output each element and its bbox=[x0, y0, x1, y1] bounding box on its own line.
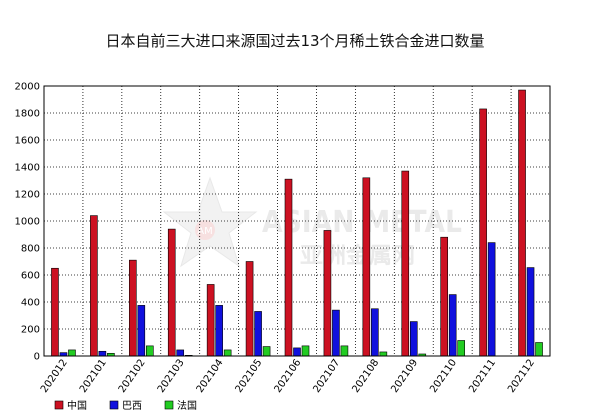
y-tick-label: 0 bbox=[34, 352, 40, 363]
x-tick-label: 202110 bbox=[428, 357, 459, 395]
bar-巴西-202102 bbox=[137, 305, 146, 357]
bar-中国-202110 bbox=[440, 236, 448, 357]
x-tick-label: 202108 bbox=[350, 357, 381, 395]
bar-中国-202101 bbox=[90, 215, 98, 357]
y-tick-label: 1200 bbox=[15, 190, 40, 201]
bar-巴西-202107 bbox=[332, 309, 340, 357]
y-tick-label: 2000 bbox=[15, 82, 40, 93]
x-tick-label: 202109 bbox=[389, 357, 420, 395]
y-tick-label: 1000 bbox=[15, 217, 40, 228]
bar-法国-202106 bbox=[301, 345, 310, 357]
x-tick-label: 202104 bbox=[195, 357, 226, 395]
bar-中国-202103 bbox=[167, 228, 176, 357]
bar-法国-202108 bbox=[379, 351, 388, 357]
x-tick-label: 202101 bbox=[78, 357, 109, 395]
bar-巴西-202103 bbox=[176, 349, 185, 357]
legend-label: 法国 bbox=[177, 399, 197, 412]
grid bbox=[44, 85, 550, 356]
asian-metal-watermark: AM ASIAN METAL 亚洲金属网 bbox=[162, 176, 462, 269]
watermark-text-cn: 亚洲金属网 bbox=[300, 243, 415, 269]
bar-巴西-202112 bbox=[526, 267, 535, 357]
bar-巴西-202110 bbox=[448, 294, 457, 357]
chart-title: 日本自前三大进口来源国过去13个月稀土铁合金进口数量 bbox=[105, 32, 485, 50]
legend-swatch bbox=[164, 400, 174, 410]
bars bbox=[51, 89, 543, 357]
x-tick-label: 202012 bbox=[39, 357, 70, 395]
bar-法国-202112 bbox=[535, 342, 543, 357]
bar-中国-202105 bbox=[245, 261, 254, 357]
y-tick-label: 800 bbox=[21, 244, 40, 255]
x-tick-label: 202105 bbox=[234, 357, 265, 395]
bar-中国-202109 bbox=[401, 170, 410, 357]
bar-法国-202012 bbox=[68, 349, 76, 357]
bar-法国-202107 bbox=[340, 345, 349, 357]
bar-巴西-202108 bbox=[371, 308, 379, 357]
bar-法国-202110 bbox=[457, 340, 465, 357]
watermark-text-en: ASIAN METAL bbox=[262, 205, 462, 240]
legend-label: 巴西 bbox=[122, 400, 142, 412]
x-tick-label: 202107 bbox=[311, 357, 342, 395]
bar-法国-202104 bbox=[223, 349, 232, 357]
x-tick-label: 202111 bbox=[467, 357, 498, 395]
watermark-badge-text: AM bbox=[197, 226, 212, 237]
x-tick-label: 202102 bbox=[117, 357, 148, 395]
legend: 中国 巴西 法国 bbox=[54, 399, 197, 412]
bar-中国-202102 bbox=[129, 259, 137, 357]
y-tick-label: 600 bbox=[21, 271, 40, 282]
bar-巴西-202101 bbox=[98, 350, 107, 357]
bar-中国-202111 bbox=[479, 108, 487, 357]
y-tick-label: 1400 bbox=[15, 163, 40, 174]
x-tick-label: 202103 bbox=[156, 357, 187, 395]
y-tick-label: 1600 bbox=[15, 136, 40, 147]
bar-中国-202012 bbox=[51, 267, 59, 357]
y-tick-label: 400 bbox=[21, 298, 40, 309]
bar-法国-202102 bbox=[146, 345, 154, 357]
bar-中国-202108 bbox=[362, 177, 371, 357]
x-tick-label: 202106 bbox=[273, 357, 304, 395]
bar-巴西-202111 bbox=[487, 242, 496, 357]
x-tick-label: 202112 bbox=[506, 357, 537, 395]
bar-巴西-202106 bbox=[293, 347, 301, 357]
bar-巴西-202104 bbox=[215, 305, 223, 357]
y-tick-label: 1800 bbox=[15, 109, 40, 120]
y-tick-label: 200 bbox=[21, 325, 40, 336]
legend-label: 中国 bbox=[67, 399, 87, 412]
bar-中国-202104 bbox=[206, 284, 215, 357]
plot-frame bbox=[43, 85, 551, 357]
legend-swatch bbox=[109, 400, 119, 410]
bar-巴西-202109 bbox=[409, 321, 418, 357]
bar-中国-202106 bbox=[284, 178, 293, 357]
bar-巴西-202105 bbox=[254, 311, 262, 357]
bar-中国-202112 bbox=[518, 89, 526, 357]
bar-中国-202107 bbox=[323, 230, 332, 357]
legend-swatch bbox=[54, 400, 64, 410]
bar-法国-202105 bbox=[262, 346, 271, 357]
